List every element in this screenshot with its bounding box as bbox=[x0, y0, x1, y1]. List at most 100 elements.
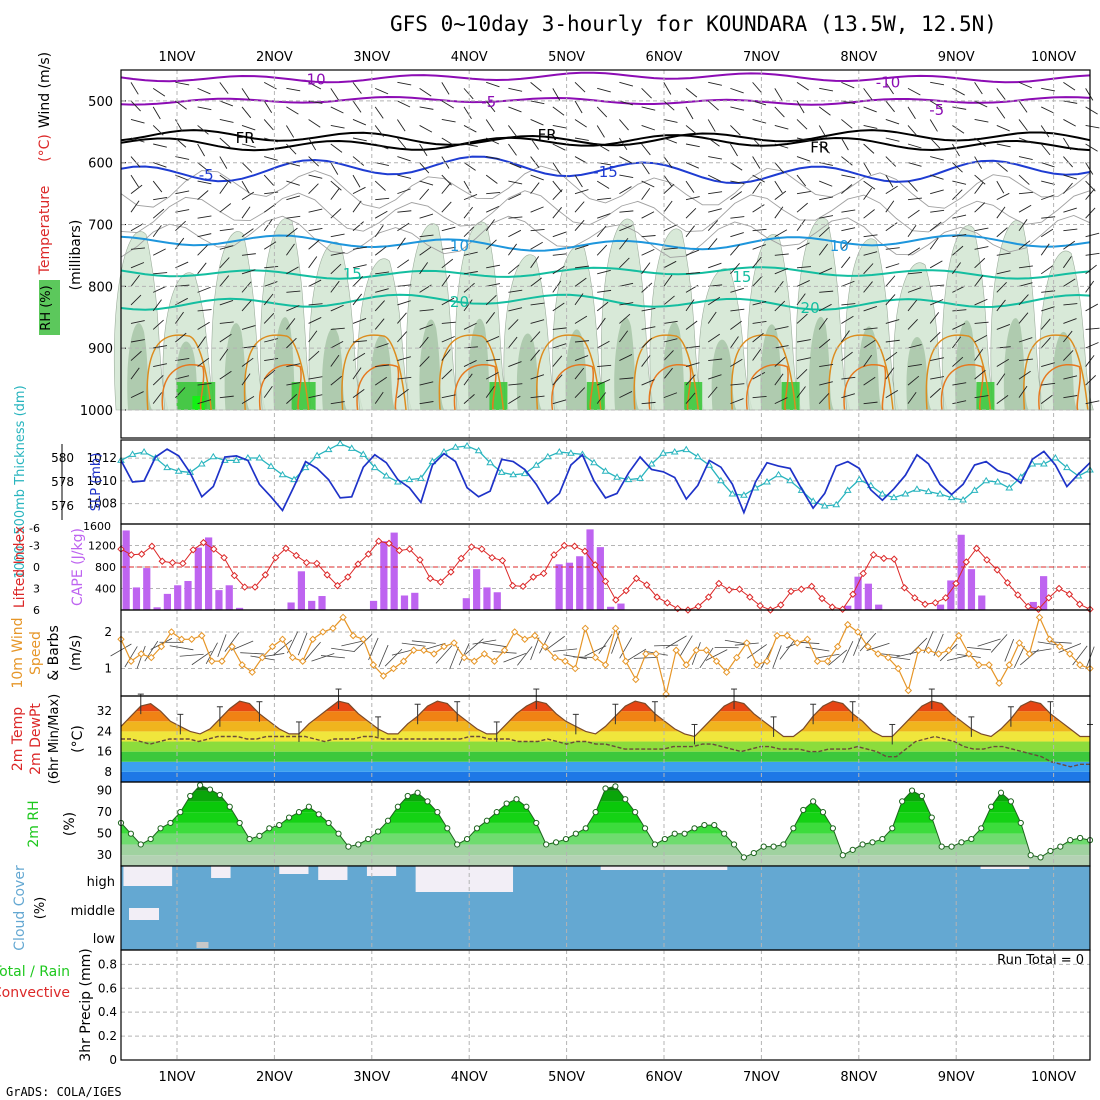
wind-barb bbox=[219, 299, 234, 306]
thickness-series-point bbox=[543, 452, 552, 460]
wind-barb bbox=[1063, 256, 1072, 269]
bottom-axis-day-label: 2NOV bbox=[256, 1070, 293, 1085]
wind-barb bbox=[485, 371, 499, 380]
wind-barb bbox=[619, 137, 628, 151]
wind-speed-series-point bbox=[611, 624, 620, 633]
wind-barb bbox=[374, 225, 384, 237]
wind-barb bbox=[1041, 216, 1056, 219]
wind-barb bbox=[552, 189, 563, 200]
wind-barb bbox=[952, 323, 966, 330]
rh-moisture-core bbox=[516, 333, 542, 410]
wind-speed-series-point bbox=[500, 646, 509, 654]
wind-barb bbox=[441, 258, 454, 269]
wind-barb bbox=[175, 100, 187, 110]
wind-speed-series-point bbox=[1066, 650, 1074, 658]
wind-barb bbox=[197, 245, 208, 256]
wind-barb bbox=[952, 356, 964, 367]
lifted-index-series-point bbox=[426, 574, 434, 583]
thickness-series-point bbox=[763, 478, 771, 485]
cape-bar bbox=[844, 605, 852, 610]
wind-barb bbox=[1085, 303, 1099, 312]
lifted-index-series-point bbox=[220, 553, 228, 562]
wind-barb bbox=[463, 360, 477, 367]
wind-barb bbox=[308, 303, 323, 306]
cloud-level-low: low bbox=[93, 932, 116, 947]
wind-barb bbox=[441, 297, 455, 306]
lifted-index-series-point bbox=[622, 586, 630, 595]
isotherm-30C bbox=[356, 363, 400, 411]
wind-barb bbox=[641, 262, 651, 275]
rh-series-point bbox=[889, 825, 896, 832]
lifted-index-series-point bbox=[838, 605, 847, 613]
surface-wind-barb bbox=[517, 646, 533, 666]
rh-saturated-area bbox=[781, 382, 800, 410]
wind-barb bbox=[153, 196, 168, 201]
wind-barb bbox=[241, 373, 251, 386]
wind-barb bbox=[841, 376, 856, 380]
rh-series-point bbox=[127, 830, 134, 837]
wind-barb bbox=[952, 336, 962, 349]
wind-barb bbox=[930, 174, 944, 180]
wind-barb bbox=[663, 350, 674, 361]
wind-barb bbox=[818, 338, 831, 349]
wind-barb bbox=[996, 88, 1006, 100]
wind-barb bbox=[197, 143, 205, 157]
wind-speed-series-point bbox=[682, 661, 690, 669]
thickness-series-point bbox=[682, 445, 691, 453]
wind-barb bbox=[286, 162, 301, 167]
wind-barb bbox=[574, 219, 585, 232]
thickness-series-point bbox=[301, 463, 310, 471]
lifted-index-series-point bbox=[261, 571, 270, 579]
wind-barb bbox=[685, 299, 695, 312]
wind-speed-series-point bbox=[369, 661, 378, 669]
wind-barb bbox=[663, 156, 673, 169]
wind-barb bbox=[796, 386, 806, 398]
wind-speed-series-point bbox=[884, 653, 892, 662]
rh-series-point bbox=[246, 835, 253, 843]
temp-band bbox=[121, 731, 1090, 742]
wind-barb bbox=[574, 387, 586, 398]
thickness-series-point bbox=[636, 474, 644, 481]
wind-barb bbox=[707, 311, 717, 324]
thickness-series-point bbox=[451, 443, 460, 450]
wind-barb bbox=[463, 125, 477, 133]
rh-series-point bbox=[691, 825, 698, 832]
wind-barb bbox=[1018, 294, 1029, 306]
wind-barb bbox=[419, 336, 429, 349]
wind-barb bbox=[152, 248, 166, 256]
wind-barb bbox=[1063, 350, 1074, 361]
wind-barb bbox=[597, 289, 612, 293]
thickness-series-point bbox=[232, 456, 241, 463]
rh-series-point bbox=[523, 803, 530, 810]
wind-barb bbox=[952, 162, 963, 173]
wind-barb bbox=[619, 377, 634, 380]
isotherm-30C bbox=[453, 363, 497, 411]
wind-barb bbox=[508, 180, 523, 185]
lifted-index-series-point bbox=[333, 581, 342, 590]
wind-barb bbox=[952, 285, 966, 293]
wind-barb bbox=[263, 174, 275, 186]
wind-barb bbox=[175, 174, 189, 181]
wind-barb bbox=[330, 180, 342, 191]
wind-barb bbox=[885, 339, 900, 343]
lifted-index-series-point bbox=[983, 556, 991, 564]
wind-barb bbox=[663, 247, 678, 250]
precip-tick-label: 0 bbox=[109, 1053, 117, 1067]
wind-barb bbox=[996, 143, 1011, 148]
wind-barb bbox=[597, 379, 611, 386]
wind-barb bbox=[974, 257, 986, 269]
wind-barb bbox=[286, 266, 299, 275]
isotherm-25C bbox=[535, 334, 602, 411]
wind-barb bbox=[552, 327, 567, 330]
wind-barb bbox=[153, 272, 168, 275]
lifted-index-series-point bbox=[962, 558, 971, 566]
wind-barb bbox=[841, 315, 854, 324]
wind-speed-series-point bbox=[753, 661, 761, 669]
wind-barb bbox=[397, 119, 406, 132]
thickness-series-point bbox=[267, 462, 275, 469]
lifted-index-series-point bbox=[756, 601, 764, 610]
rh-series-point bbox=[384, 817, 392, 824]
wind-barb bbox=[996, 358, 1009, 367]
rh-series-point bbox=[1027, 852, 1034, 859]
surface-wind-barb bbox=[859, 632, 877, 652]
